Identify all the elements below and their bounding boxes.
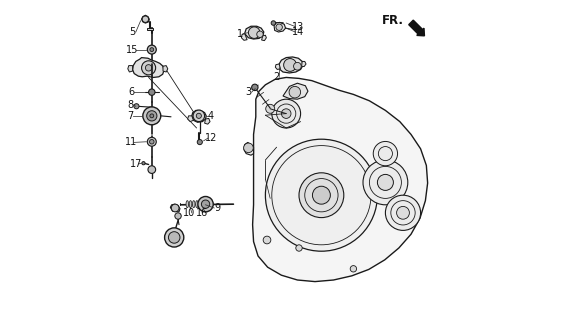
Polygon shape xyxy=(242,34,247,40)
Polygon shape xyxy=(148,138,155,145)
Circle shape xyxy=(134,104,139,109)
Polygon shape xyxy=(147,28,153,30)
Ellipse shape xyxy=(186,201,188,208)
Circle shape xyxy=(147,111,157,121)
Text: 1: 1 xyxy=(237,28,243,39)
Circle shape xyxy=(149,140,154,144)
Circle shape xyxy=(196,113,201,118)
Text: 6: 6 xyxy=(128,87,134,97)
Text: 4: 4 xyxy=(208,111,214,121)
Circle shape xyxy=(149,89,155,95)
Circle shape xyxy=(147,45,156,54)
Ellipse shape xyxy=(196,201,198,208)
Text: 11: 11 xyxy=(125,137,137,148)
Circle shape xyxy=(148,166,156,173)
Text: 14: 14 xyxy=(292,27,305,37)
Circle shape xyxy=(252,84,258,91)
Text: 15: 15 xyxy=(126,44,139,55)
Polygon shape xyxy=(244,142,254,155)
Polygon shape xyxy=(170,204,180,212)
Polygon shape xyxy=(245,26,264,39)
Circle shape xyxy=(150,114,154,118)
Circle shape xyxy=(312,186,331,204)
Circle shape xyxy=(203,199,208,204)
Circle shape xyxy=(243,143,253,153)
Circle shape xyxy=(296,245,302,251)
Circle shape xyxy=(397,206,409,219)
Circle shape xyxy=(289,86,301,98)
Circle shape xyxy=(165,228,184,247)
Circle shape xyxy=(142,61,156,75)
Ellipse shape xyxy=(189,201,192,208)
Polygon shape xyxy=(204,118,210,124)
Polygon shape xyxy=(279,57,303,73)
Text: 5: 5 xyxy=(130,27,136,37)
Circle shape xyxy=(175,213,181,219)
Text: 9: 9 xyxy=(215,203,221,213)
Polygon shape xyxy=(261,35,267,41)
Circle shape xyxy=(284,59,297,71)
Polygon shape xyxy=(283,83,308,99)
Circle shape xyxy=(150,48,154,52)
FancyArrow shape xyxy=(409,20,424,36)
Circle shape xyxy=(276,24,282,30)
Circle shape xyxy=(271,21,276,25)
Circle shape xyxy=(299,173,344,218)
Circle shape xyxy=(143,107,161,125)
Polygon shape xyxy=(274,22,286,32)
Circle shape xyxy=(281,109,291,118)
Polygon shape xyxy=(302,61,306,67)
Text: 3: 3 xyxy=(246,87,251,97)
Circle shape xyxy=(294,62,301,70)
Text: 8: 8 xyxy=(127,100,133,110)
Polygon shape xyxy=(128,66,132,72)
Ellipse shape xyxy=(192,201,195,208)
Circle shape xyxy=(169,232,180,243)
Circle shape xyxy=(248,27,260,38)
Circle shape xyxy=(265,139,378,251)
Text: 10: 10 xyxy=(182,208,195,218)
Text: FR.: FR. xyxy=(382,14,404,27)
Polygon shape xyxy=(163,66,168,72)
Circle shape xyxy=(193,110,204,122)
Circle shape xyxy=(350,266,357,272)
Circle shape xyxy=(145,65,152,71)
Circle shape xyxy=(363,160,408,205)
Circle shape xyxy=(373,141,397,166)
Polygon shape xyxy=(252,77,428,282)
Ellipse shape xyxy=(199,201,201,208)
Circle shape xyxy=(385,195,421,230)
Circle shape xyxy=(378,174,393,190)
Polygon shape xyxy=(275,64,280,69)
Circle shape xyxy=(147,137,156,146)
Polygon shape xyxy=(142,15,149,23)
Circle shape xyxy=(142,16,149,22)
Text: 7: 7 xyxy=(127,111,133,121)
Text: 12: 12 xyxy=(205,133,217,143)
Circle shape xyxy=(142,162,145,165)
Polygon shape xyxy=(192,110,206,122)
Circle shape xyxy=(201,200,210,208)
Text: 2: 2 xyxy=(273,72,279,83)
Circle shape xyxy=(171,204,179,212)
Circle shape xyxy=(198,196,213,212)
Polygon shape xyxy=(132,58,164,77)
Polygon shape xyxy=(188,116,194,122)
Circle shape xyxy=(257,31,263,37)
Circle shape xyxy=(272,99,301,128)
Text: 13: 13 xyxy=(292,21,305,32)
Circle shape xyxy=(197,140,203,145)
Text: 16: 16 xyxy=(196,208,208,218)
Text: 17: 17 xyxy=(130,159,142,169)
Circle shape xyxy=(263,236,271,244)
Circle shape xyxy=(265,104,275,113)
